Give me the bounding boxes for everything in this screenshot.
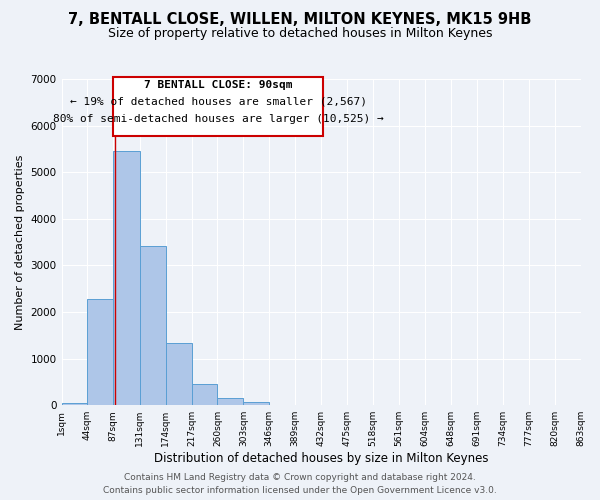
X-axis label: Distribution of detached houses by size in Milton Keynes: Distribution of detached houses by size … — [154, 452, 488, 465]
Bar — [113, 151, 140, 405]
Text: Size of property relative to detached houses in Milton Keynes: Size of property relative to detached ho… — [108, 28, 492, 40]
Bar — [191, 384, 217, 405]
Text: 7 BENTALL CLOSE: 90sqm: 7 BENTALL CLOSE: 90sqm — [144, 80, 292, 90]
Bar — [88, 300, 113, 405]
Bar — [166, 343, 191, 405]
Text: ← 19% of detached houses are smaller (2,567): ← 19% of detached houses are smaller (2,… — [70, 97, 367, 107]
Bar — [217, 398, 244, 405]
Y-axis label: Number of detached properties: Number of detached properties — [15, 154, 25, 330]
Bar — [62, 403, 88, 405]
Text: 7, BENTALL CLOSE, WILLEN, MILTON KEYNES, MK15 9HB: 7, BENTALL CLOSE, WILLEN, MILTON KEYNES,… — [68, 12, 532, 28]
Bar — [140, 246, 166, 405]
Bar — [244, 402, 269, 405]
Text: 80% of semi-detached houses are larger (10,525) →: 80% of semi-detached houses are larger (… — [53, 114, 383, 124]
Text: Contains HM Land Registry data © Crown copyright and database right 2024.
Contai: Contains HM Land Registry data © Crown c… — [103, 474, 497, 495]
FancyBboxPatch shape — [113, 76, 323, 136]
